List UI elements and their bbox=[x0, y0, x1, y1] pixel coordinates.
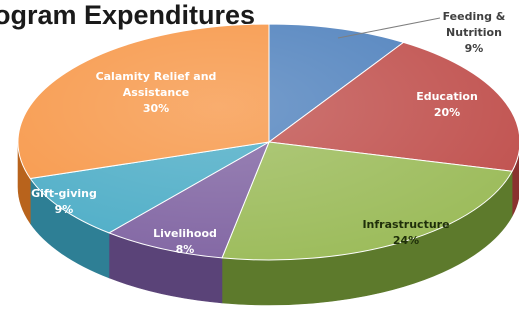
slice-label-feeding-nutrition: Feeding & Nutrition 9% bbox=[443, 10, 506, 55]
slice-label-infrastructure: Infrastructure 24% bbox=[362, 218, 449, 247]
slice-label-education: Education 20% bbox=[416, 90, 478, 119]
slice-label-livelihood: Livelihood 8% bbox=[153, 227, 217, 256]
feeding-leader-line bbox=[337, 17, 441, 39]
slice-label-gift-giving: Gift-giving 9% bbox=[31, 187, 97, 216]
slice-label-calamity-relief-and-assistance: Calamity Relief and Assistance 30% bbox=[96, 70, 217, 115]
